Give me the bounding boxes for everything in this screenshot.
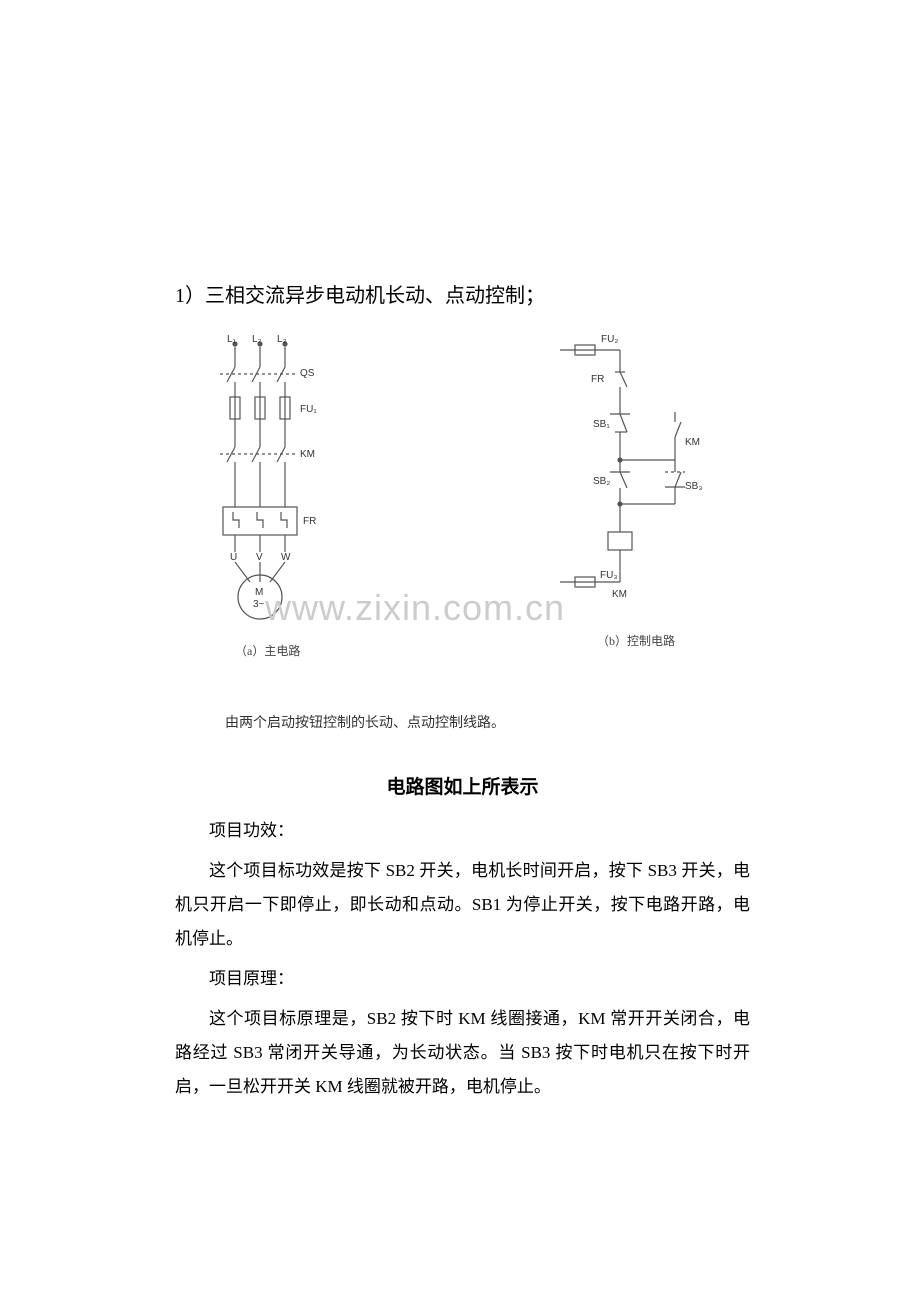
- label-L2: L₂: [252, 334, 262, 345]
- caption-a: （a）主电路: [235, 642, 300, 659]
- label-KM: KM: [300, 449, 315, 460]
- func-label: 项目功效：: [175, 814, 750, 848]
- watermark: www.zixin.com.cn: [265, 587, 565, 629]
- principle-label: 项目原理：: [175, 962, 750, 996]
- label-KM-coil: KM: [612, 589, 627, 600]
- func-body: 这个项目标功效是按下 SB2 开关，电机长时间开启，按下 SB3 开关，电机只开…: [175, 854, 750, 956]
- label-FU3: FU₃: [600, 570, 617, 581]
- section-number: 1）: [175, 285, 205, 307]
- section-title: 1）三相交流异步电动机长动、点动控制；: [175, 280, 750, 312]
- diagram-description: 由两个启动按钮控制的长动、点动控制线路。: [225, 712, 725, 732]
- label-FU1: FU₁: [300, 404, 317, 415]
- control-circuit: FU₂ FR SB₁ KM SB₂ SB₃ FU₃ KM: [545, 332, 715, 632]
- section-title-text: 三相交流异步电动机长动、点动控制；: [205, 285, 545, 307]
- label-SB3: SB₃: [685, 481, 702, 492]
- circuit-diagram: L₁ L₂ L₃ QS FU₁ KM FR U V W M 3~: [205, 332, 725, 742]
- label-QS: QS: [300, 368, 315, 379]
- label-FU2: FU₂: [601, 334, 618, 345]
- label-M-sub: 3~: [253, 599, 265, 610]
- label-FR-ctrl: FR: [591, 374, 604, 385]
- principle-body: 这个项目标原理是，SB2 按下时 KM 线圈接通，KM 常开开关闭合，电路经过 …: [175, 1002, 750, 1104]
- label-W: W: [281, 552, 291, 563]
- diagram-area: L₁ L₂ L₃ QS FU₁ KM FR U V W M 3~: [205, 332, 725, 672]
- label-M: M: [255, 587, 263, 598]
- label-L3: L₃: [277, 334, 287, 345]
- control-circuit-svg: FU₂ FR SB₁ KM SB₂ SB₃ FU₃ KM: [545, 332, 715, 632]
- label-FR: FR: [303, 516, 316, 527]
- document-content: 1）三相交流异步电动机长动、点动控制；: [0, 0, 920, 1104]
- label-L1: L₁: [227, 334, 237, 345]
- label-KM-contact: KM: [685, 437, 700, 448]
- label-SB2: SB₂: [593, 476, 610, 487]
- label-U: U: [230, 552, 237, 563]
- caption-b: （b）控制电路: [597, 632, 675, 649]
- label-V: V: [256, 552, 263, 563]
- heading: 电路图如上所表示: [175, 772, 750, 799]
- label-SB1: SB₁: [593, 419, 610, 430]
